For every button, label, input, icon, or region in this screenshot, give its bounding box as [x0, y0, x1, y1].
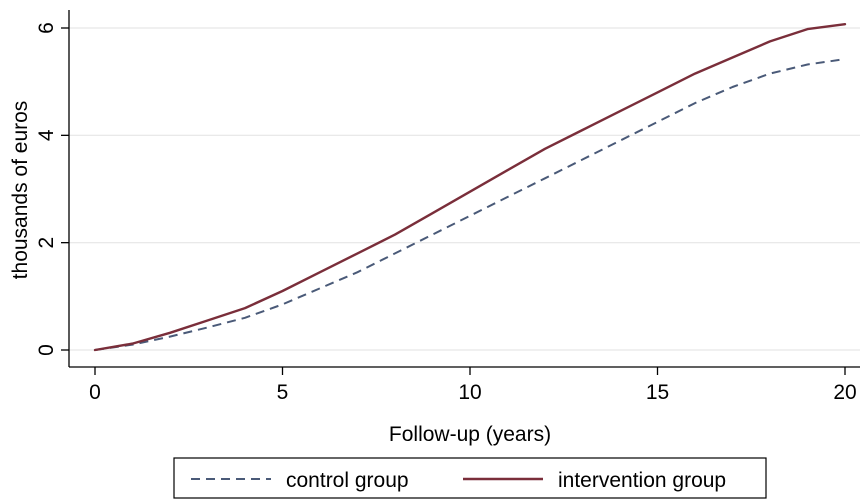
x-ticks: 0 5 10 15 20	[89, 367, 857, 404]
series-layer	[93, 23, 847, 352]
x-tick-label-5: 5	[277, 381, 289, 404]
x-tick-label-0: 0	[89, 381, 101, 404]
y-tick-label-0: 0	[35, 344, 58, 356]
gridlines	[69, 27, 860, 351]
x-tick-label-15: 15	[646, 381, 669, 404]
y-ticks: 0 2 4 6	[35, 22, 69, 356]
y-tick-label-6: 6	[35, 22, 58, 34]
series-line-control-group	[94, 58, 846, 351]
legend-label-control-group: control group	[286, 469, 409, 492]
axes	[68, 10, 860, 368]
x-tick-label-10: 10	[458, 381, 481, 404]
y-axis-label: thousands of euros	[9, 101, 32, 280]
series-line-intervention-group	[93, 23, 847, 352]
legend: control group intervention group	[173, 457, 767, 499]
x-tick-label-20: 20	[833, 381, 856, 404]
y-tick-label-2: 2	[35, 237, 58, 249]
x-axis-label: Follow-up (years)	[389, 423, 551, 446]
y-tick-label-4: 4	[35, 129, 58, 141]
legend-label-intervention-group: intervention group	[558, 469, 726, 492]
